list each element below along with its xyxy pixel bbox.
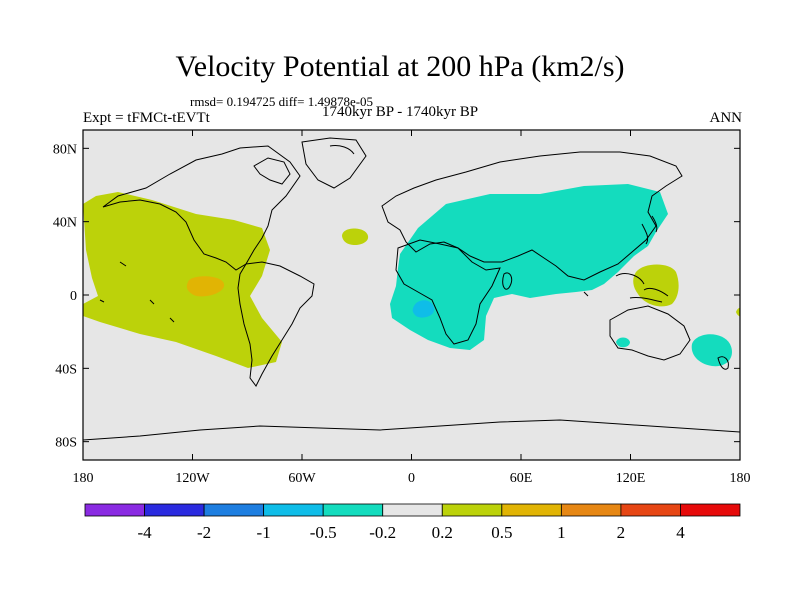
colorbar-label: 1 — [557, 523, 566, 542]
lat-label: 0 — [70, 289, 77, 304]
lat-label: 40N — [53, 216, 77, 231]
colorbar-label: 2 — [617, 523, 626, 542]
colorbar-swatch — [441, 503, 503, 517]
lon-label: 180 — [73, 471, 94, 486]
map-title: Velocity Potential at 200 hPa (km2/s) — [175, 50, 625, 83]
positive-anomaly-core — [186, 276, 225, 297]
lon-label: 0 — [408, 471, 415, 486]
lon-label: 60E — [510, 471, 533, 486]
positive-anomaly-dateline — [736, 307, 740, 317]
lon-label: 120E — [616, 471, 646, 486]
longitude-labels: 180 120W 60W 0 60E 120E 180 — [73, 471, 751, 486]
colorbar-swatch — [322, 503, 384, 517]
negative-anomaly-australia-west — [616, 337, 630, 348]
colorbar-label: -4 — [137, 523, 152, 542]
map-plot — [83, 130, 740, 460]
colorbar-swatch — [560, 503, 622, 517]
lat-label: 80N — [53, 142, 77, 157]
lon-label: 180 — [730, 471, 751, 486]
colorbar-labels: -4 -2 -1 -0.5 -0.2 0.2 0.5 1 2 4 — [137, 523, 685, 542]
positive-anomaly-pacific — [83, 192, 282, 368]
negative-anomaly-australia-east — [691, 334, 732, 367]
lat-label: 40S — [55, 362, 77, 377]
lat-label: 80S — [55, 436, 77, 451]
negative-anomaly-core — [412, 300, 435, 318]
colorbar-label: 0.5 — [491, 523, 512, 542]
colorbar — [84, 503, 741, 517]
colorbar-label: -1 — [257, 523, 271, 542]
period-label: 1740kyr BP - 1740kyr BP — [322, 104, 479, 120]
colorbar-swatch — [84, 503, 145, 517]
colorbar-swatch — [144, 503, 205, 517]
colorbar-swatch — [680, 503, 741, 517]
negative-anomaly-eurasia-africa — [390, 184, 668, 350]
colorbar-label: 0.2 — [432, 523, 453, 542]
experiment-label: Expt = tFMCt-tEVTt — [83, 110, 210, 126]
colorbar-swatch — [203, 503, 265, 517]
colorbar-swatch — [620, 503, 681, 517]
season-label: ANN — [709, 110, 743, 126]
stats-text: rmsd= 0.194725 diff= 1.49878e-05 — [190, 94, 374, 109]
colorbar-swatch — [263, 503, 324, 517]
coastlines — [83, 137, 740, 441]
colorbar-swatch — [501, 503, 562, 517]
latitude-labels: 80N 40N 0 40S 80S — [53, 142, 77, 450]
colorbar-label: 4 — [676, 523, 685, 542]
positive-anomaly-atlantic — [342, 228, 369, 246]
colorbar-swatch — [382, 503, 443, 517]
colorbar-label: -2 — [197, 523, 211, 542]
lon-label: 60W — [288, 471, 316, 486]
colorbar-label: -0.2 — [369, 523, 396, 542]
colorbar-label: -0.5 — [310, 523, 337, 542]
axis-ticks — [82, 130, 741, 460]
lon-label: 120W — [175, 471, 210, 486]
